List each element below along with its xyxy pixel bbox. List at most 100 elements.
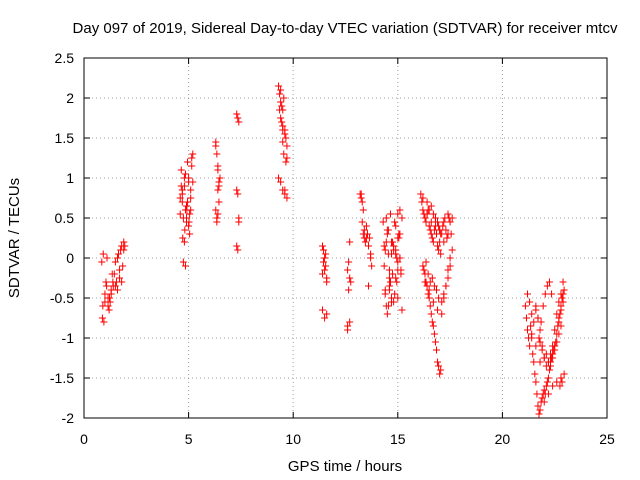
data-point [430, 282, 438, 290]
data-point [425, 286, 433, 294]
data-point [215, 182, 223, 190]
data-point [283, 194, 291, 202]
data-point [448, 214, 456, 222]
data-point [417, 190, 425, 198]
data-point [540, 386, 548, 394]
data-point [398, 214, 406, 222]
data-point [101, 290, 109, 298]
y-tick-label: 1 [66, 170, 74, 186]
data-point [318, 270, 326, 278]
data-point [423, 282, 431, 290]
data-point [535, 334, 543, 342]
data-point [277, 98, 285, 106]
data-point [361, 238, 369, 246]
data-point [394, 294, 402, 302]
data-point [214, 162, 222, 170]
data-point [424, 270, 432, 278]
data-point [187, 206, 195, 214]
data-point [346, 274, 354, 282]
data-point [434, 218, 442, 226]
data-point [559, 278, 567, 286]
data-point [120, 238, 128, 246]
data-point [524, 326, 532, 334]
data-point [425, 222, 433, 230]
data-point [534, 314, 542, 322]
data-point [105, 306, 113, 314]
data-point [528, 334, 536, 342]
data-point [187, 194, 195, 202]
data-point [119, 262, 127, 270]
data-point [542, 382, 550, 390]
data-point [544, 358, 552, 366]
data-point [553, 310, 561, 318]
data-point [113, 254, 121, 262]
data-point [438, 298, 446, 306]
data-point [345, 258, 353, 266]
data-point [180, 174, 188, 182]
data-point [106, 294, 114, 302]
data-point [531, 370, 539, 378]
data-point [392, 222, 400, 230]
x-tick-label: 5 [185, 431, 193, 447]
data-point [103, 282, 111, 290]
data-point [444, 210, 452, 218]
data-point [184, 158, 192, 166]
data-point [181, 262, 189, 270]
data-point [386, 210, 394, 218]
data-point [107, 290, 115, 298]
data-point [555, 314, 563, 322]
data-point [318, 306, 326, 314]
data-point [235, 218, 243, 226]
data-point [393, 278, 401, 286]
data-point [357, 190, 365, 198]
data-point [99, 250, 107, 258]
grid-lines [84, 58, 607, 418]
data-point [98, 314, 106, 322]
data-point [367, 254, 375, 262]
data-point [178, 186, 186, 194]
data-point [543, 378, 551, 386]
y-tick-label: -1 [62, 330, 75, 346]
data-point [427, 310, 435, 318]
data-point [558, 294, 566, 302]
data-point [541, 290, 549, 298]
data-point [544, 390, 552, 398]
data-point [233, 186, 241, 194]
data-point [419, 194, 427, 202]
data-point [179, 234, 187, 242]
data-point [526, 298, 534, 306]
data-point [444, 274, 452, 282]
data-point [549, 354, 557, 362]
data-point [442, 282, 450, 290]
data-point [440, 218, 448, 226]
data-point [444, 266, 452, 274]
y-tick-label: 2 [66, 90, 74, 106]
data-point [280, 94, 288, 102]
data-point [429, 298, 437, 306]
data-point [388, 250, 396, 258]
data-point [345, 286, 353, 294]
data-point [536, 338, 544, 346]
data-point [382, 214, 390, 222]
data-point [392, 274, 400, 282]
x-axis-label: GPS time / hours [288, 458, 402, 475]
data-point [212, 206, 220, 214]
data-point [176, 210, 184, 218]
plot-frame [83, 57, 608, 419]
data-point [559, 298, 567, 306]
data-point [275, 82, 283, 90]
data-point [385, 286, 393, 294]
data-point [543, 282, 551, 290]
data-point [383, 310, 391, 318]
data-point [423, 210, 431, 218]
data-point [437, 230, 445, 238]
data-point [545, 366, 553, 374]
data-point [557, 306, 565, 314]
data-point [384, 226, 392, 234]
data-point [526, 342, 534, 350]
data-point [100, 318, 108, 326]
data-point [521, 302, 529, 310]
data-point [322, 262, 330, 270]
chart-title: Day 097 of 2019, Sidereal Day-to-day VTE… [73, 20, 618, 37]
data-point [391, 290, 399, 298]
